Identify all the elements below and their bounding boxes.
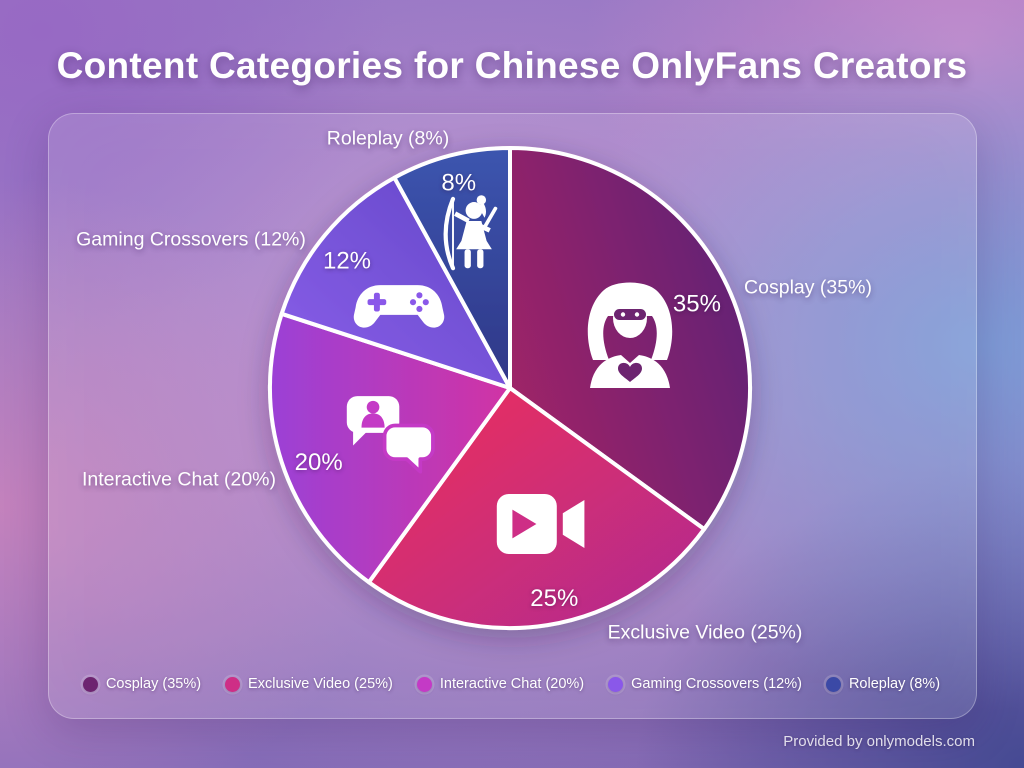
video-camera-icon (496, 494, 585, 554)
slice-percent-label: 8% (441, 169, 476, 196)
chart-legend: Cosplay (35%) Exclusive Video (25%) Inte… (48, 672, 975, 696)
legend-label-gaming-crossovers: Gaming Crossovers (12%) (631, 676, 802, 692)
pie-slice-cosplay (508, 146, 753, 532)
legend-swatch-roleplay (825, 676, 841, 692)
roleplay-archer-icon (443, 195, 498, 271)
slice-percent-label: 25% (530, 585, 578, 612)
callout-roleplay: Roleplay (8%) (326, 127, 450, 150)
callout-interactive-chat: Interactive Chat (20%) (81, 468, 277, 491)
attribution-text: Provided by onlymodels.com (783, 733, 975, 750)
slice-percent-label: 35% (673, 291, 721, 318)
legend-swatch-interactive-chat (416, 676, 432, 692)
legend-item-exclusive-video: Exclusive Video (25%) (225, 676, 393, 692)
legend-label-roleplay: Roleplay (8%) (848, 676, 941, 692)
legend-label-exclusive-video: Exclusive Video (25%) (248, 676, 393, 692)
pie-slice-gaming-crossovers (279, 175, 512, 390)
legend-label-interactive-chat: Interactive Chat (20%) (439, 676, 585, 692)
legend-item-roleplay: Roleplay (8%) (825, 676, 941, 692)
cosplay-masked-woman-icon (587, 282, 673, 388)
slice-percent-label: 12% (323, 248, 371, 275)
legend-item-cosplay: Cosplay (35%) (82, 676, 202, 692)
callout-gaming-crossovers: Gaming Crossovers (12%) (76, 228, 306, 251)
slice-percent-label: 20% (295, 449, 343, 476)
callout-cosplay: Cosplay (35%) (744, 276, 872, 299)
chat-bubbles-icon (346, 396, 435, 474)
legend-swatch-cosplay (82, 676, 98, 692)
gamepad-icon (353, 285, 445, 328)
callout-exclusive-video: Exclusive Video (25%) (607, 621, 803, 644)
legend-swatch-exclusive-video (225, 676, 241, 692)
legend-swatch-gaming-crossovers (608, 676, 624, 692)
legend-label-cosplay: Cosplay (35%) (105, 676, 202, 692)
legend-item-interactive-chat: Interactive Chat (20%) (416, 676, 585, 692)
legend-item-gaming-crossovers: Gaming Crossovers (12%) (608, 676, 802, 692)
